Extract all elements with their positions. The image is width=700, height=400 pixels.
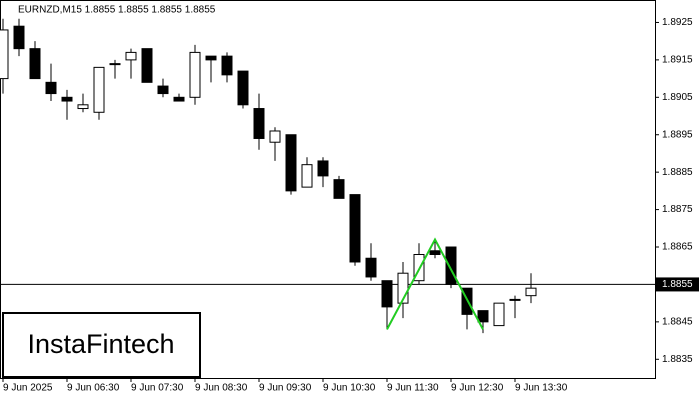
candle-body [381,280,393,308]
candle-body [429,250,441,255]
x-tick-label: 9 Jun 06:30 [67,383,120,394]
y-tick-label: 1.8835 [662,354,693,365]
candle-body [221,55,233,76]
candle-body [189,51,201,98]
candle-body [13,25,25,50]
y-tick-label: 1.8925 [662,17,693,28]
candle-body [285,134,297,192]
x-tick-label: 9 Jun 12:30 [451,383,504,394]
candle-body [509,298,521,301]
y-tick-label: 1.8875 [662,204,693,215]
candle-body [237,70,249,106]
x-tick-label: 9 Jun 10:30 [323,383,376,394]
candle-body [109,63,121,66]
x-tick-label: 9 Jun 2025 [3,383,53,394]
logo-box [2,312,201,378]
candle-body [493,302,505,327]
candle-body [29,48,41,80]
candle-body [445,246,457,285]
candle-body [525,287,537,297]
candle-body [205,55,217,61]
current-price-label: 1.8855 [662,279,693,290]
y-tick-label: 1.8895 [662,129,693,140]
y-tick-label: 1.8865 [662,242,693,253]
plot-frame [0,0,656,379]
candle-body [125,51,137,61]
y-tick-label: 1.8845 [662,317,693,328]
candle-body [269,130,281,143]
current-price-box [656,277,699,292]
candle-body [253,108,265,139]
y-tick-label: 1.8915 [662,55,693,66]
x-tick-label: 9 Jun 07:30 [131,383,184,394]
candle-body [157,85,169,95]
candle-body [317,160,329,177]
candle-body [173,96,185,102]
candle-body [349,194,361,263]
candle-body [141,48,153,83]
candle-body [365,257,377,278]
logo: InstaFintech [27,329,174,359]
candle-body [0,29,9,80]
y-tick-label: 1.8885 [662,167,693,178]
candle-body [477,310,489,323]
x-tick-label: 9 Jun 13:30 [515,383,568,394]
candle-body [333,179,345,199]
candle-body [301,164,313,188]
y-tick-label: 1.8905 [662,92,693,103]
pattern-line [386,237,484,330]
x-tick-label: 9 Jun 11:30 [387,383,439,394]
candle-body [61,96,73,102]
candle-body [93,66,105,113]
candle-body [45,81,57,95]
x-tick-label: 9 Jun 09:30 [259,383,312,394]
x-tick-label: 9 Jun 08:30 [195,383,248,394]
chart-title: EURNZD,M15 1.8855 1.8855 1.8855 1.8855 [18,5,216,16]
candle-body [77,104,89,110]
